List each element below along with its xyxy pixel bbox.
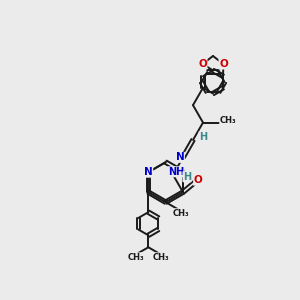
Text: H: H [183,172,191,182]
Text: CH₃: CH₃ [128,253,145,262]
Text: H: H [199,132,207,142]
Text: O: O [194,175,202,185]
Text: NH: NH [168,167,184,177]
Text: O: O [198,59,207,69]
Text: O: O [219,59,228,69]
Text: N: N [176,152,184,162]
Text: CH₃: CH₃ [220,116,236,125]
Text: CH₃: CH₃ [173,209,189,218]
Text: N: N [144,167,153,177]
Text: CH₃: CH₃ [152,253,169,262]
